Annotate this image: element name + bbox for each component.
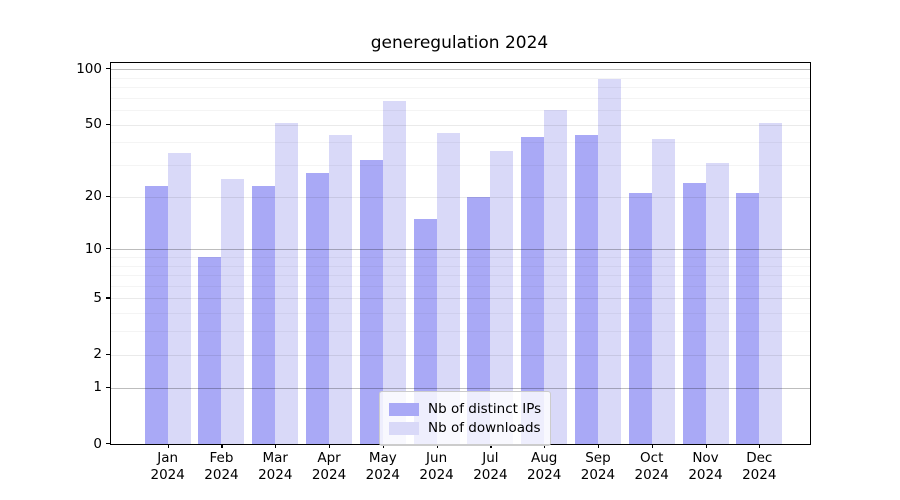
gridline-80 (111, 87, 810, 89)
bar-oct-distinct-ips (628, 192, 652, 444)
legend-item-downloads: Nb of downloads (389, 420, 541, 436)
x-tick-mark (651, 444, 653, 448)
bar-jan-distinct-ips (144, 185, 168, 444)
bar-feb-distinct-ips (198, 257, 222, 444)
bar-feb-downloads (221, 179, 245, 444)
y-tick-label-50: 50 (84, 116, 102, 133)
x-tick-mark (490, 444, 492, 448)
x-tick-mark (759, 444, 761, 448)
bar-apr-distinct-ips (306, 173, 330, 444)
legend: Nb of distinct IPs Nb of downloads (379, 391, 552, 446)
y-tick-label-20: 20 (84, 188, 102, 205)
legend-item-distinct-ips: Nb of distinct IPs (389, 401, 541, 417)
y-tick-label-1: 1 (93, 379, 102, 396)
bar-sep-distinct-ips (574, 134, 598, 444)
gridline-6 (111, 285, 810, 287)
bar-jul-distinct-ips (467, 196, 491, 444)
gridline-100 (111, 69, 810, 71)
y-tick-label-2: 2 (93, 346, 102, 363)
gridline-7 (111, 275, 810, 277)
x-tick-mark (382, 444, 384, 448)
x-tick-label-jun: Jun 2024 (419, 450, 454, 483)
bar-aug-downloads (544, 110, 568, 444)
y-tick-mark (106, 297, 110, 299)
bar-mar-distinct-ips (252, 185, 276, 444)
legend-swatch-downloads-icon (389, 421, 419, 435)
bar-dec-distinct-ips (736, 192, 760, 444)
gridline-30 (111, 165, 810, 167)
x-tick-label-sep: Sep 2024 (580, 450, 616, 483)
x-tick-label-may: May 2024 (365, 450, 400, 483)
x-tick-label-apr: Apr 2024 (311, 450, 347, 483)
gridline-2 (111, 354, 810, 356)
x-tick-mark (436, 444, 438, 448)
bar-sep-downloads (597, 79, 621, 444)
bar-aug-distinct-ips (521, 136, 545, 444)
x-tick-mark (329, 444, 331, 448)
gridline-90 (111, 77, 810, 79)
x-tick-label-nov: Nov 2024 (688, 450, 723, 483)
y-tick-mark (106, 123, 110, 125)
x-tick-mark (221, 444, 223, 448)
x-tick-mark (705, 444, 707, 448)
bar-nov-downloads (705, 162, 729, 444)
gridline-60 (111, 110, 810, 112)
y-tick-mark (106, 195, 110, 197)
y-tick-mark (106, 386, 110, 388)
x-tick-label-jan: Jan 2024 (150, 450, 185, 483)
gridline-5 (111, 298, 810, 300)
y-tick-label-0: 0 (93, 435, 102, 452)
x-tick-label-oct: Oct 2024 (634, 450, 669, 483)
gridline-40 (111, 142, 810, 144)
gridline-50 (111, 124, 810, 126)
gridline-10 (111, 249, 810, 251)
bar-oct-downloads (651, 138, 675, 444)
bar-jun-downloads (436, 133, 460, 444)
y-tick-mark (106, 248, 110, 250)
y-tick-label-10: 10 (84, 240, 102, 257)
y-tick-mark (106, 353, 110, 355)
x-tick-label-mar: Mar 2024 (258, 450, 293, 483)
gridline-4 (111, 313, 810, 315)
gridline-8 (111, 265, 810, 267)
x-tick-mark (597, 444, 600, 448)
x-tick-label-dec: Dec 2024 (742, 450, 777, 483)
gridlines-layer (111, 63, 810, 444)
x-tick-label-aug: Aug 2024 (526, 450, 562, 483)
x-tick-label-feb: Feb 2024 (204, 450, 239, 483)
legend-swatch-distinct-ips-icon (389, 402, 419, 416)
y-tick-mark (106, 443, 110, 445)
x-tick-mark (167, 444, 169, 448)
legend-label-downloads: Nb of downloads (428, 420, 541, 436)
gridline-20 (111, 196, 810, 198)
bar-dec-downloads (759, 123, 783, 444)
bar-may-distinct-ips (359, 160, 383, 444)
chart-title: generegulation 2024 (370, 33, 549, 53)
y-tick-mark (106, 68, 110, 70)
bars-layer (111, 63, 810, 444)
x-tick-mark (275, 444, 277, 448)
legend-label-distinct-ips: Nb of distinct IPs (428, 401, 542, 417)
x-tick-mark (544, 444, 546, 448)
gridline-3 (111, 331, 810, 333)
gridline-9 (111, 256, 810, 258)
plot-area: Nb of distinct IPs Nb of downloads (110, 62, 811, 446)
bar-apr-downloads (329, 134, 353, 444)
bar-jul-downloads (490, 150, 514, 444)
y-tick-label-100: 100 (76, 60, 102, 77)
gridline-70 (111, 97, 810, 99)
gridline-1 (111, 387, 810, 389)
bar-may-downloads (382, 101, 406, 444)
y-tick-label-5: 5 (93, 289, 102, 306)
x-tick-label-jul: Jul 2024 (473, 450, 508, 483)
bar-mar-downloads (275, 123, 299, 444)
